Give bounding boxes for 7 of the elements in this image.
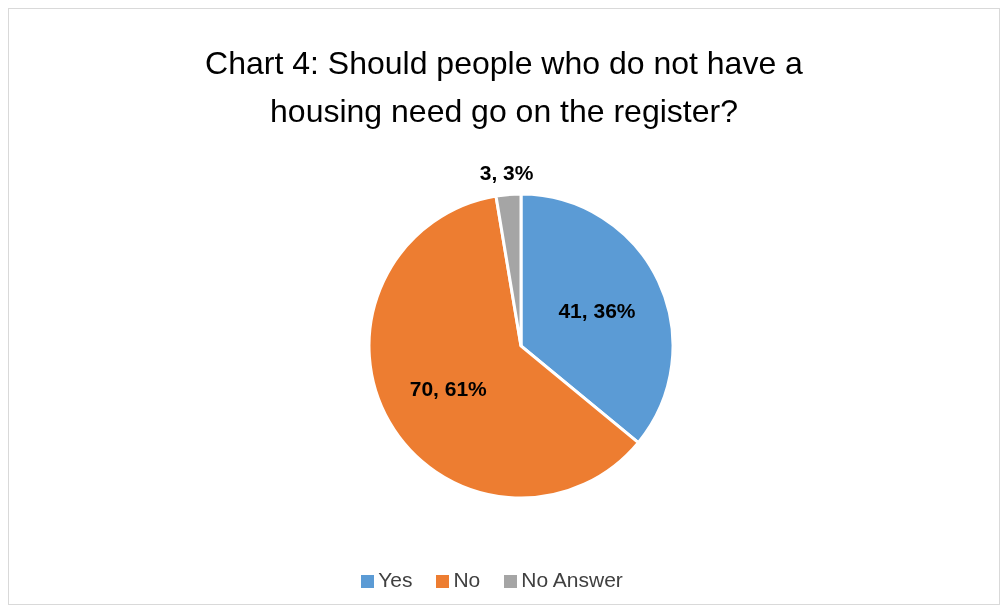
data-label: 3, 3% <box>479 161 534 185</box>
chart-title: Chart 4: Should people who do not have a housing need go on the register? <box>204 44 804 131</box>
data-label: 70, 61% <box>409 376 488 400</box>
data-label: 41, 36% <box>558 298 636 322</box>
legend-label: No <box>453 568 481 591</box>
legend-label: Yes <box>378 568 413 591</box>
legend-label: No Answer <box>521 568 623 591</box>
